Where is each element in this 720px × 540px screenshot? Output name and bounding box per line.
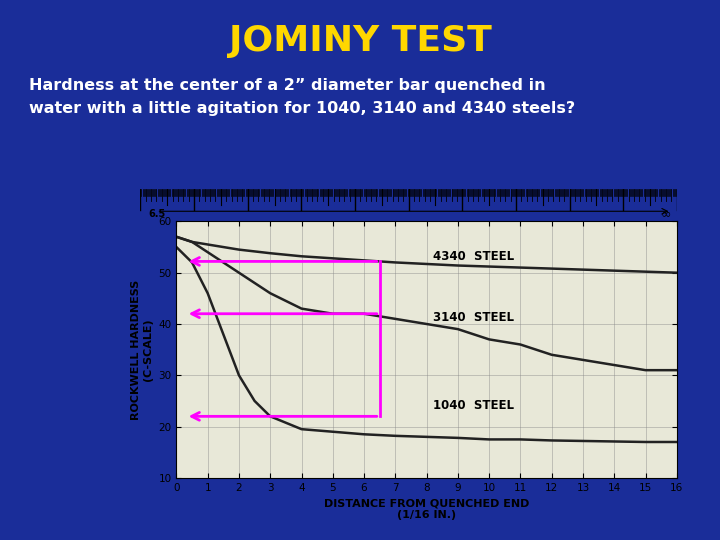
Text: 4340  STEEL: 4340 STEEL xyxy=(433,250,514,263)
Text: JOMINY TEST: JOMINY TEST xyxy=(228,24,492,58)
Y-axis label: ROCKWELL HARDNESS
(C-SCALE): ROCKWELL HARDNESS (C-SCALE) xyxy=(131,280,153,420)
Text: 1040  STEEL: 1040 STEEL xyxy=(433,399,514,411)
Text: ∞: ∞ xyxy=(661,207,671,220)
X-axis label: DISTANCE FROM QUENCHED END
(1/16 IN.): DISTANCE FROM QUENCHED END (1/16 IN.) xyxy=(324,498,529,520)
Text: 6.5: 6.5 xyxy=(148,209,166,219)
Text: 3140  STEEL: 3140 STEEL xyxy=(433,312,514,325)
Text: Hardness at the center of a 2” diameter bar quenched in
water with a little agit: Hardness at the center of a 2” diameter … xyxy=(29,78,575,116)
